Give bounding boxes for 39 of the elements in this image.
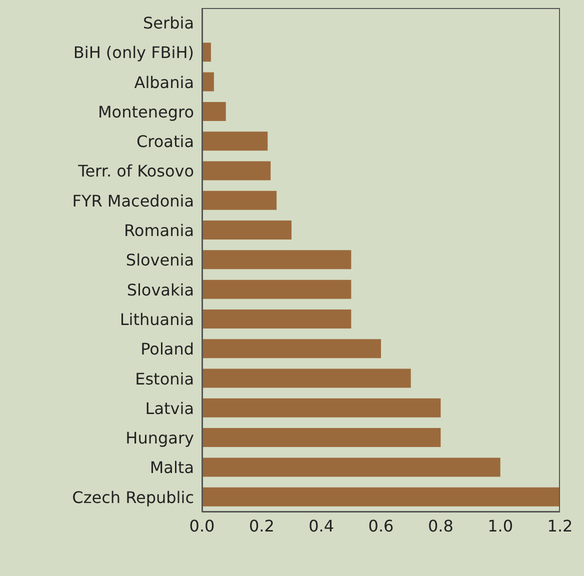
- x-tick-label: 0.0: [189, 516, 215, 536]
- bar: [202, 190, 277, 210]
- y-tick-label: Albania: [134, 72, 194, 92]
- x-tick-label: 0.4: [308, 516, 334, 536]
- y-tick-label: Malta: [150, 458, 194, 478]
- y-tick-label: Romania: [124, 221, 194, 240]
- x-tick-label: 0.6: [368, 516, 394, 536]
- bar: [202, 398, 441, 418]
- bar: [202, 220, 292, 240]
- x-tick-label: 1.2: [547, 516, 573, 536]
- bar: [202, 250, 352, 270]
- y-tick-label: Montenegro: [98, 102, 194, 122]
- bar: [202, 280, 352, 299]
- y-tick-label: Croatia: [136, 132, 194, 152]
- y-tick-label: Estonia: [135, 369, 194, 388]
- y-tick-label: Terr. of Kosovo: [77, 162, 194, 181]
- x-tick-label: 0.8: [428, 516, 454, 536]
- y-tick-label: FYR Macedonia: [72, 191, 194, 210]
- bar: [202, 102, 226, 121]
- bar: [202, 72, 214, 92]
- x-tick-label: 1.0: [488, 516, 514, 536]
- bar: [202, 161, 271, 180]
- y-tick-label: BiH (only FBiH): [73, 43, 194, 62]
- y-tick-label: Poland: [140, 340, 194, 359]
- bar: [202, 368, 411, 388]
- bar: [202, 428, 441, 448]
- bar: [202, 487, 560, 506]
- y-tick-label: Slovenia: [126, 250, 194, 270]
- y-tick-label: Serbia: [143, 14, 194, 33]
- bar: [202, 309, 352, 328]
- bar: [202, 339, 381, 358]
- y-tick-label: Hungary: [126, 428, 194, 448]
- y-tick-label: Czech Republic: [72, 488, 194, 507]
- bar: [202, 132, 268, 151]
- y-tick-label: Lithuania: [120, 310, 194, 329]
- x-tick-label: 0.2: [248, 516, 274, 536]
- y-tick-label: Latvia: [145, 398, 194, 418]
- bar: [202, 458, 500, 477]
- y-tick-label: Slovakia: [126, 280, 194, 300]
